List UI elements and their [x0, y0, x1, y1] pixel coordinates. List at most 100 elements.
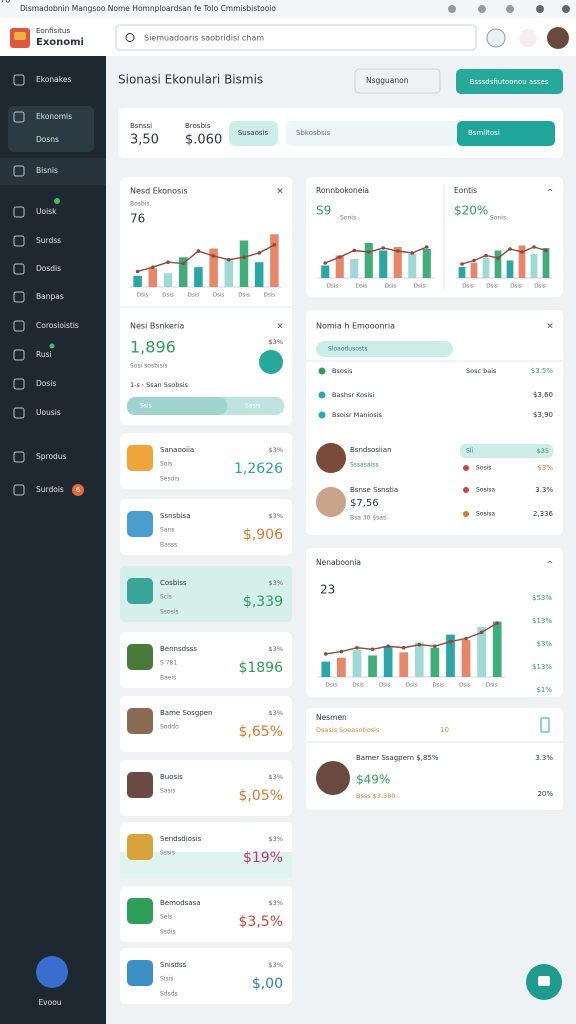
trend-point — [381, 246, 386, 250]
window-control[interactable] — [448, 5, 456, 13]
x-tick-label: Dsis — [432, 683, 444, 689]
item-card[interactable] — [120, 566, 292, 622]
window-control[interactable] — [506, 5, 514, 13]
sidebar-item[interactable]: Rusi — [36, 350, 52, 359]
sidebar-item[interactable]: Sprodus — [36, 452, 67, 461]
card — [306, 177, 563, 297]
trend-point — [323, 261, 328, 265]
action-button[interactable] — [259, 350, 283, 374]
trend-point — [227, 257, 231, 262]
search-box[interactable] — [115, 24, 477, 51]
avatar[interactable] — [547, 27, 569, 49]
item-card[interactable] — [120, 499, 292, 555]
icon-button[interactable] — [486, 28, 506, 48]
trend-point — [242, 255, 246, 260]
bar — [163, 273, 173, 287]
sidebar-item[interactable]: Dosis — [36, 379, 56, 388]
item-detail: Soddo — [160, 724, 179, 731]
item-percent: $3% — [269, 709, 283, 717]
sidebar-item[interactable]: Surdois — [36, 485, 64, 494]
item-value: $,65% — [239, 724, 283, 740]
item-percent: $3% — [269, 773, 283, 781]
sidebar-item[interactable]: Uousis — [36, 408, 61, 417]
item-icon — [127, 644, 153, 670]
row-value: 2,336 — [533, 510, 554, 518]
input-placeholder: Sbkosbsis — [296, 129, 331, 137]
search-icon — [125, 33, 135, 42]
primary-button[interactable] — [456, 69, 563, 94]
item-detail: Sssis — [160, 850, 175, 857]
collapse-button[interactable]: ^ — [547, 560, 554, 569]
icon-button[interactable] — [519, 29, 537, 47]
item-detail: Scis — [160, 594, 172, 601]
row-label: Bsosis — [332, 367, 353, 375]
dropdown-label: Nsgguanon — [366, 76, 409, 85]
sidebar-item[interactable]: Uoisk — [36, 207, 57, 216]
close-button[interactable]: × — [276, 322, 284, 332]
collapse-button[interactable]: ^ — [547, 188, 554, 197]
trend-line — [324, 246, 428, 264]
bar — [321, 265, 330, 278]
stat-value: $.060 — [185, 133, 222, 148]
bar — [368, 655, 377, 677]
item-percent: $3% — [269, 446, 283, 454]
item-card[interactable] — [120, 433, 292, 489]
sidebar-item[interactable]: Bisnis — [36, 166, 58, 175]
item-card[interactable] — [120, 696, 292, 752]
dropdown[interactable] — [354, 68, 441, 94]
sidebar-dot — [49, 343, 55, 349]
row-value: 20% — [537, 790, 553, 798]
trend-point — [272, 243, 277, 247]
close-button[interactable]: × — [546, 322, 554, 332]
item-percent: $3% — [269, 645, 283, 653]
window-control[interactable] — [562, 5, 570, 13]
card-value: S9 — [316, 204, 331, 218]
filter-input[interactable] — [286, 121, 458, 146]
item-value: $3,5% — [239, 914, 283, 930]
card-subtitle: Sonis — [340, 215, 356, 222]
item-card[interactable] — [120, 760, 292, 816]
sidebar-item[interactable]: Ekonakes — [36, 75, 71, 84]
axis-label: $3% — [536, 640, 552, 648]
bar — [430, 647, 440, 677]
bar — [148, 268, 158, 287]
item-icon — [127, 834, 153, 860]
row-label: Sosc bais — [466, 367, 497, 375]
item-detail: Ssdis — [160, 929, 176, 936]
filter-select[interactable] — [457, 121, 555, 146]
trend-point — [135, 269, 140, 274]
expand-icon[interactable] — [540, 717, 550, 733]
sidebar-item[interactable]: Dosdis — [36, 264, 61, 273]
sidebar-item[interactable]: Surdss — [36, 236, 61, 245]
close-button[interactable]: × — [276, 187, 284, 197]
window-control[interactable] — [536, 5, 544, 13]
search-placeholder: Siemuadoaris saobridisi cham — [144, 34, 264, 43]
item-card[interactable] — [120, 632, 292, 688]
item-card[interactable] — [120, 886, 292, 942]
x-tick-label: Dsis — [137, 293, 149, 299]
card-title: Ronnbokoneia — [316, 186, 369, 195]
sidebar-item[interactable]: Corosioistis — [36, 321, 79, 330]
item-detail: Sasis — [160, 788, 175, 795]
trend-point — [410, 251, 415, 255]
sidebar-item[interactable]: Ekonomis — [36, 112, 72, 121]
pill-label: Sloaodusosts — [328, 346, 368, 353]
row-label: Bsoisr Maniosis — [332, 411, 382, 419]
bar — [178, 257, 188, 287]
bar — [350, 259, 359, 278]
card-value: 76 — [130, 212, 145, 226]
item-card[interactable] — [120, 948, 292, 1004]
filter-pill[interactable] — [229, 121, 278, 146]
card-title: Nesi Bsnkeria — [130, 322, 184, 331]
bar — [379, 250, 388, 278]
row-label: Sosisa — [476, 487, 495, 494]
trend-point — [395, 249, 400, 253]
pill-label: Susaosis — [238, 129, 269, 137]
sidebar-item[interactable]: Dosns — [36, 135, 59, 144]
window-control[interactable] — [478, 5, 486, 13]
sidebar-action[interactable] — [36, 956, 68, 988]
trend-point — [339, 649, 344, 654]
row-label: Bashsr Kosisi — [332, 391, 375, 399]
sidebar-item[interactable]: Banpas — [36, 292, 64, 301]
